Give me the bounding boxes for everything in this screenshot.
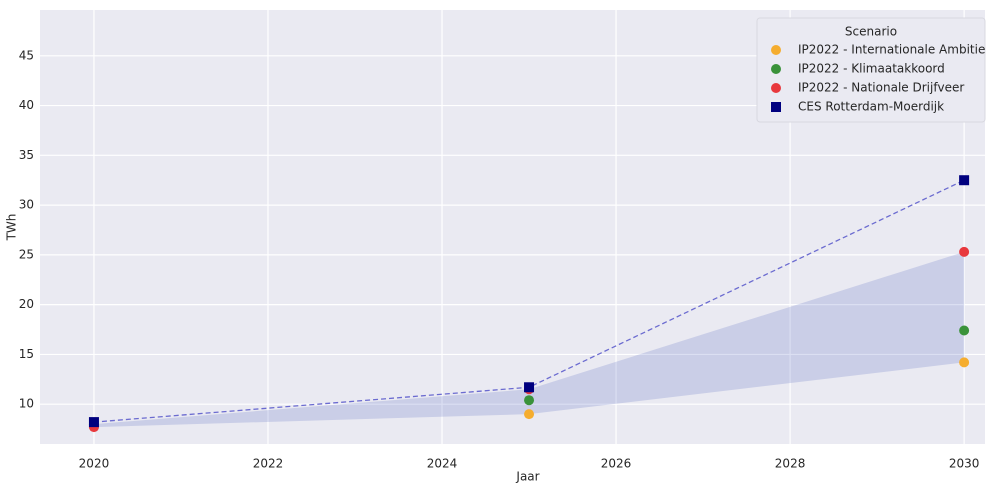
y-tick-label: 25 [19,247,34,261]
data-point [959,246,970,257]
data-point [524,395,535,406]
legend-box [756,17,986,123]
data-point [959,357,970,368]
legend-marker [771,83,781,93]
legend-label: IP2022 - Internationale Ambitie [798,43,985,57]
marks [88,175,970,433]
y-tick-label: 15 [19,347,34,361]
y-tick-label: 20 [19,297,34,311]
x-tick-label: 2030 [949,457,980,471]
x-tick-label: 2020 [79,457,110,471]
y-tick-label: 30 [19,198,34,212]
x-tick-label: 2022 [253,457,284,471]
y-tick-label: 45 [19,48,34,62]
x-tick-label: 2024 [427,457,458,471]
data-point [88,417,99,428]
legend-marker [771,64,781,74]
y-axis-label: TWh [5,214,19,242]
legend-marker [771,102,781,112]
y-tick-label: 40 [19,98,34,112]
legend-label: CES Rotterdam-Moerdijk [798,100,944,114]
y-tick-label: 35 [19,148,34,162]
x-tick-label: 2026 [601,457,632,471]
data-point [524,409,535,420]
legend-marker [771,45,781,55]
range-band [93,251,965,428]
y-tick-label: 10 [19,397,34,411]
legend-label: IP2022 - Klimaatakkoord [798,62,945,76]
legend-title: Scenario [845,25,897,39]
legend-label: IP2022 - Nationale Drijfveer [798,81,964,95]
data-point [959,325,970,336]
data-point [959,175,970,186]
legend: Scenario IP2022 - Internationale Ambitie I… [756,17,986,123]
x-tick-label: 2028 [775,457,806,471]
data-point [524,382,535,393]
x-axis-label: Jaar [515,470,539,484]
